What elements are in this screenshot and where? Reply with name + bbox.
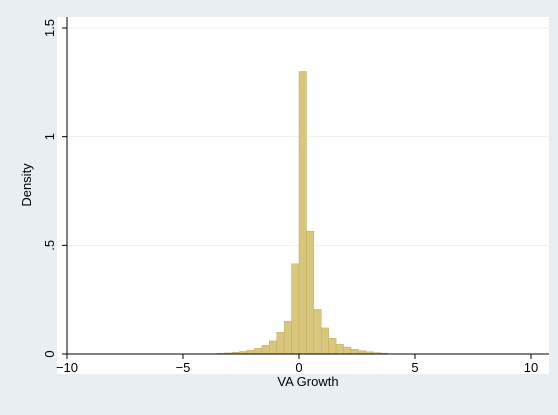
histogram-bar [343, 346, 352, 355]
histogram-bar [291, 263, 300, 355]
y-axis-title: Density [19, 163, 34, 207]
x-tick-label: 10 [524, 360, 538, 375]
histogram-bar [254, 348, 263, 355]
histogram-bar [269, 340, 277, 355]
histogram-bar [261, 345, 270, 355]
y-tick-label: 1 [42, 133, 57, 140]
y-tick-label: 1.5 [42, 19, 57, 37]
y-tick-label: .5 [42, 240, 57, 251]
axis-ticks: −10 −5 0 5 10 0 .5 1 1.5 [42, 19, 538, 375]
histogram-bar [321, 327, 329, 355]
histogram-bar [328, 338, 337, 355]
y-tick-label: 0 [42, 350, 57, 357]
x-tick-label: −5 [176, 360, 191, 375]
histogram-bar [350, 348, 359, 355]
histogram-bar [313, 309, 322, 355]
x-tick-label: 5 [411, 360, 418, 375]
histogram-bar [276, 332, 285, 355]
histogram-bar [306, 230, 315, 355]
x-tick-label: 0 [295, 360, 302, 375]
histogram-bar [283, 321, 292, 355]
x-tick-label: −10 [56, 360, 78, 375]
histogram-bar [246, 349, 255, 355]
histogram-bar [298, 71, 307, 355]
histogram-bar [335, 343, 344, 355]
x-axis-title: VA Growth [277, 374, 338, 389]
